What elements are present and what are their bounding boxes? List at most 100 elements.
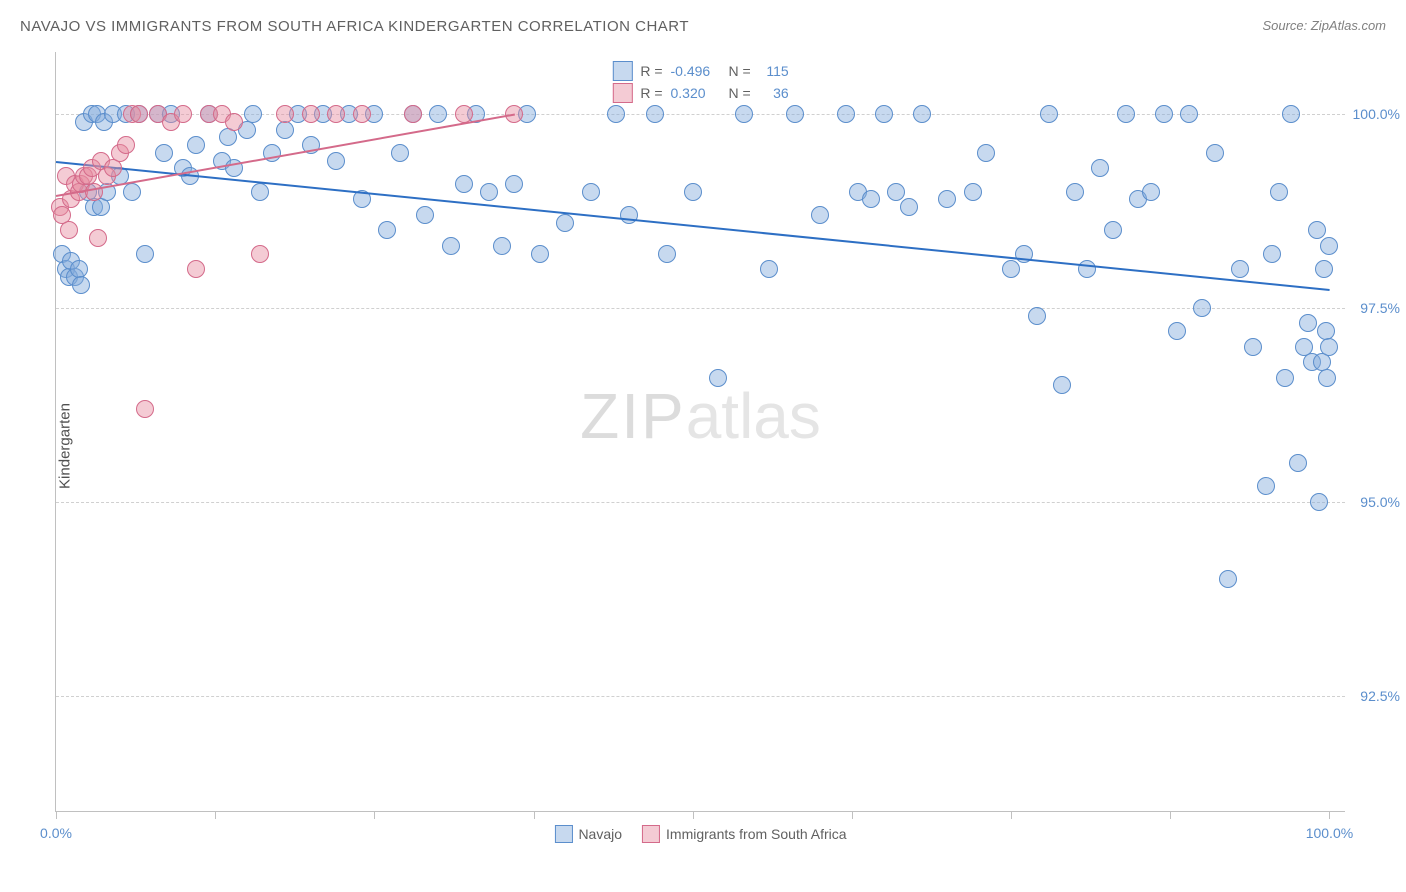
- scatter-point: [187, 136, 205, 154]
- x-tick: [1329, 811, 1330, 819]
- scatter-point: [1320, 338, 1338, 356]
- scatter-point: [938, 190, 956, 208]
- scatter-point: [1257, 477, 1275, 495]
- scatter-point: [1318, 369, 1336, 387]
- x-tick: [215, 811, 216, 819]
- scatter-point: [327, 105, 345, 123]
- scatter-point: [455, 175, 473, 193]
- scatter-point: [1168, 322, 1186, 340]
- scatter-point: [117, 136, 135, 154]
- scatter-point: [92, 198, 110, 216]
- scatter-point: [429, 105, 447, 123]
- legend-series-label: Navajo: [578, 826, 622, 842]
- scatter-point: [1289, 454, 1307, 472]
- scatter-point: [404, 105, 422, 123]
- scatter-point: [811, 206, 829, 224]
- x-tick: [534, 811, 535, 819]
- legend-series-label: Immigrants from South Africa: [666, 826, 847, 842]
- scatter-point: [1206, 144, 1224, 162]
- legend-r-label: R =: [640, 85, 662, 101]
- legend-correlation: R =-0.496N =115 R = 0.320 N = 36: [604, 55, 796, 109]
- scatter-point: [1091, 159, 1109, 177]
- watermark-bold: ZIP: [580, 380, 686, 452]
- x-tick: [852, 811, 853, 819]
- legend-swatch: [554, 825, 572, 843]
- legend-correlation-row: R = 0.320 N = 36: [612, 83, 788, 103]
- scatter-point: [480, 183, 498, 201]
- chart-title: NAVAJO VS IMMIGRANTS FROM SOUTH AFRICA K…: [20, 18, 689, 35]
- scatter-point: [1028, 307, 1046, 325]
- scatter-point: [1244, 338, 1262, 356]
- scatter-point: [887, 183, 905, 201]
- scatter-point: [1193, 299, 1211, 317]
- scatter-point: [1308, 221, 1326, 239]
- legend-swatch: [612, 83, 632, 103]
- x-tick: [1170, 811, 1171, 819]
- legend-correlation-row: R =-0.496N =115: [612, 61, 788, 81]
- scatter-point: [900, 198, 918, 216]
- legend-r-value: 0.320: [671, 85, 721, 101]
- scatter-point: [760, 260, 778, 278]
- scatter-point: [251, 183, 269, 201]
- scatter-point: [187, 260, 205, 278]
- legend-n-label: N =: [729, 85, 751, 101]
- scatter-point: [1231, 260, 1249, 278]
- x-tick: [1011, 811, 1012, 819]
- scatter-point: [862, 190, 880, 208]
- scatter-point: [493, 237, 511, 255]
- scatter-point: [1315, 260, 1333, 278]
- scatter-point: [913, 105, 931, 123]
- y-tick-label: 92.5%: [1360, 688, 1400, 704]
- scatter-point: [1040, 105, 1058, 123]
- scatter-point: [658, 245, 676, 263]
- watermark: ZIPatlas: [580, 379, 821, 453]
- scatter-point: [556, 214, 574, 232]
- x-tick-label: 0.0%: [40, 825, 72, 841]
- y-tick-label: 97.5%: [1360, 300, 1400, 316]
- scatter-point: [219, 128, 237, 146]
- scatter-point: [136, 400, 154, 418]
- scatter-point: [964, 183, 982, 201]
- scatter-point: [72, 276, 90, 294]
- gridline: [56, 696, 1345, 697]
- scatter-point: [155, 144, 173, 162]
- scatter-point: [1078, 260, 1096, 278]
- scatter-point: [174, 105, 192, 123]
- x-tick: [374, 811, 375, 819]
- scatter-point: [1310, 493, 1328, 511]
- scatter-point: [251, 245, 269, 263]
- scatter-point: [1002, 260, 1020, 278]
- scatter-point: [60, 221, 78, 239]
- scatter-point: [225, 113, 243, 131]
- scatter-point: [327, 152, 345, 170]
- scatter-point: [531, 245, 549, 263]
- scatter-point: [136, 245, 154, 263]
- scatter-point: [1263, 245, 1281, 263]
- scatter-point: [302, 105, 320, 123]
- scatter-point: [735, 105, 753, 123]
- legend-swatch: [642, 825, 660, 843]
- scatter-point: [977, 144, 995, 162]
- scatter-point: [646, 105, 664, 123]
- scatter-point: [276, 121, 294, 139]
- legend-swatch: [612, 61, 632, 81]
- legend-n-value: 36: [759, 85, 789, 101]
- scatter-point: [1142, 183, 1160, 201]
- scatter-point: [85, 183, 103, 201]
- legend-series-item: Immigrants from South Africa: [642, 825, 847, 843]
- x-tick: [693, 811, 694, 819]
- scatter-point: [1320, 237, 1338, 255]
- y-tick-label: 95.0%: [1360, 494, 1400, 510]
- legend-series: Navajo Immigrants from South Africa: [554, 825, 846, 843]
- scatter-point: [391, 144, 409, 162]
- scatter-point: [505, 175, 523, 193]
- scatter-point: [1299, 314, 1317, 332]
- scatter-point: [1155, 105, 1173, 123]
- x-tick-label: 100.0%: [1306, 825, 1353, 841]
- x-tick: [56, 811, 57, 819]
- scatter-point: [378, 221, 396, 239]
- scatter-point: [582, 183, 600, 201]
- chart-container: NAVAJO VS IMMIGRANTS FROM SOUTH AFRICA K…: [10, 10, 1396, 882]
- scatter-point: [276, 105, 294, 123]
- scatter-point: [130, 105, 148, 123]
